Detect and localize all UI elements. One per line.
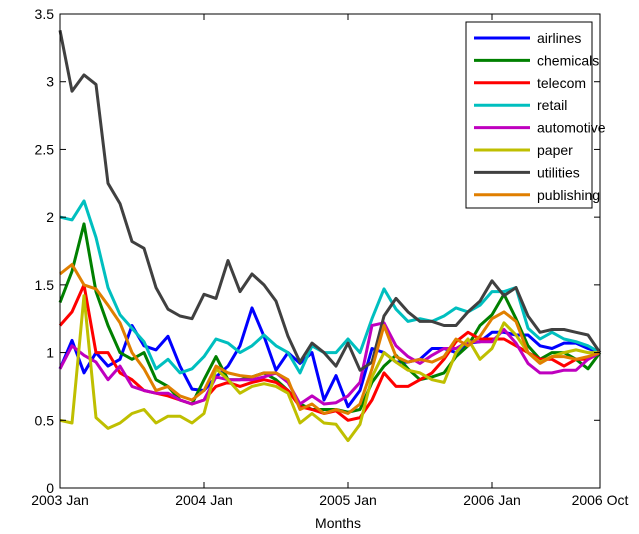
legend: airlines chemicals telecom retail automotive…: [465, 21, 606, 209]
x-axis-label: Months: [315, 515, 361, 531]
series-line-paper: [59, 294, 600, 443]
legend-label: retail: [537, 97, 567, 113]
y-tick-label: 0: [46, 480, 54, 496]
x-tick-label: 2006 Oct: [572, 492, 629, 508]
y-tick-label: 1: [46, 345, 54, 361]
y-tick-label: 2.5: [35, 141, 55, 157]
y-tick-label: 0.5: [35, 412, 55, 428]
legend-label: automotive: [537, 120, 606, 136]
y-tick-label: 2: [46, 209, 54, 225]
legend-label: chemicals: [537, 52, 599, 68]
legend-label: telecom: [537, 75, 586, 91]
y-tick-label: 3: [46, 74, 54, 90]
series-line-airlines: [58, 306, 601, 409]
legend-box: [465, 21, 593, 209]
series-line-utilities: [58, 30, 602, 372]
x-axis: 2003 Jan 2004 Jan 2005 Jan 2006 Jan 2006 Oct: [31, 14, 629, 508]
series-layer: [58, 30, 602, 443]
legend-label: paper: [537, 142, 573, 158]
series-line-chemicals: [58, 222, 602, 414]
series-line-retail: [59, 199, 601, 375]
legend-label: publishing: [537, 187, 600, 203]
y-axis: 0 0.5 1 1.5 2 2.5 3 3.5: [35, 6, 600, 496]
series-line-publishing: [59, 263, 601, 415]
x-tick-label: 2004 Jan: [175, 492, 233, 508]
series-line-automotive: [58, 321, 601, 406]
x-tick-label: 2005 Jan: [319, 492, 377, 508]
y-tick-label: 1.5: [35, 277, 55, 293]
y-tick-label: 3.5: [35, 6, 55, 22]
legend-label: airlines: [537, 30, 581, 46]
plot-frame: [59, 13, 601, 489]
x-tick-label: 2006 Jan: [463, 492, 521, 508]
legend-label: utilities: [537, 164, 580, 180]
x-tick-label: 2003 Jan: [31, 492, 89, 508]
